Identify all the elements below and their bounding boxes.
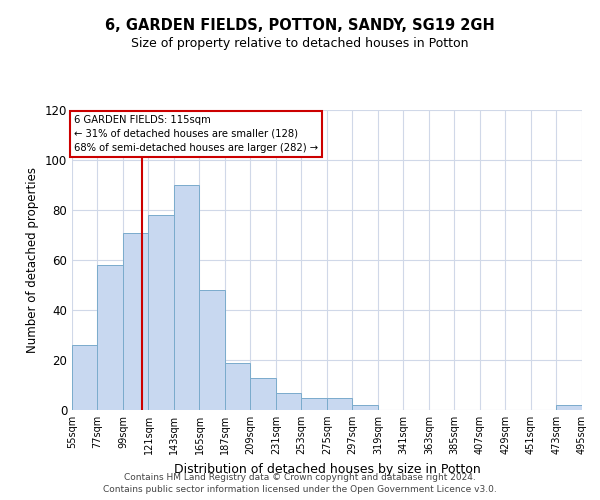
- Bar: [251, 378, 276, 410]
- Bar: [123, 232, 148, 410]
- Text: Contains public sector information licensed under the Open Government Licence v3: Contains public sector information licen…: [103, 485, 497, 494]
- Bar: [327, 398, 352, 410]
- Bar: [97, 265, 123, 410]
- Bar: [199, 290, 225, 410]
- Text: Contains HM Land Registry data © Crown copyright and database right 2024.: Contains HM Land Registry data © Crown c…: [124, 472, 476, 482]
- Text: Size of property relative to detached houses in Potton: Size of property relative to detached ho…: [131, 38, 469, 51]
- Bar: [174, 185, 199, 410]
- Y-axis label: Number of detached properties: Number of detached properties: [26, 167, 39, 353]
- X-axis label: Distribution of detached houses by size in Potton: Distribution of detached houses by size …: [173, 462, 481, 475]
- Text: 6, GARDEN FIELDS, POTTON, SANDY, SG19 2GH: 6, GARDEN FIELDS, POTTON, SANDY, SG19 2G…: [105, 18, 495, 32]
- Bar: [352, 405, 378, 410]
- Bar: [72, 345, 97, 410]
- Bar: [556, 405, 582, 410]
- Bar: [148, 215, 174, 410]
- Text: 6 GARDEN FIELDS: 115sqm
← 31% of detached houses are smaller (128)
68% of semi-d: 6 GARDEN FIELDS: 115sqm ← 31% of detache…: [74, 115, 319, 153]
- Bar: [301, 398, 327, 410]
- Bar: [225, 362, 251, 410]
- Bar: [276, 392, 301, 410]
